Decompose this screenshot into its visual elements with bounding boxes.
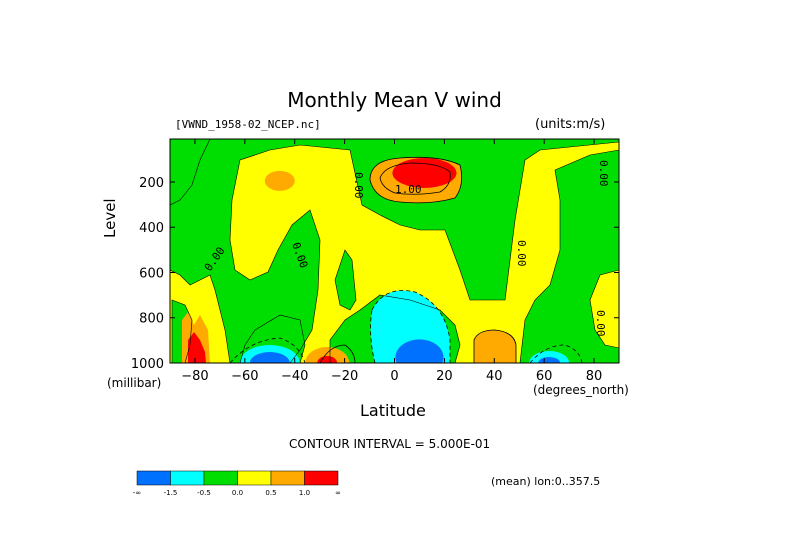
contour-lines: [170, 139, 619, 363]
zero-contour-5: [171, 299, 193, 363]
y-tick-label: 1000: [131, 357, 164, 372]
filled-contours: [170, 139, 619, 363]
field-blue-south: [249, 352, 290, 363]
x-tick-label: −60: [231, 369, 258, 384]
zero-contour-4: [329, 294, 461, 363]
x-tick-label: 80: [586, 369, 603, 384]
field-blue-north: [538, 357, 561, 363]
units-label: (units:m/s): [535, 117, 606, 132]
field-green-0: [170, 139, 619, 363]
dataset-label: [VWND_1958-02_NCEP.nc]: [175, 118, 321, 131]
mean-note: (mean) lon:0..357.5: [491, 475, 601, 488]
field-orange-low: [305, 347, 350, 363]
contour-label: 1.00: [395, 183, 422, 196]
x-tick-label: 20: [436, 369, 453, 384]
contour-interval: CONTOUR INTERVAL = 5.000E-01: [289, 437, 491, 451]
contour-line-0: [369, 156, 463, 204]
contour-line-3: [229, 337, 306, 363]
x-axis-ticks: −80 −60 −40 −20 0 20 40 60 80: [181, 139, 602, 384]
zero-contour-6: [239, 314, 306, 363]
y-tick-label: 400: [139, 221, 164, 236]
x-tick-label: −40: [281, 369, 308, 384]
contour-label: 0.00: [594, 310, 607, 337]
field-red-low: [317, 356, 338, 363]
x-axis-units: (degrees_north): [533, 383, 629, 397]
contour-line-4: [529, 344, 583, 363]
x-tick-label: 40: [486, 369, 503, 384]
y-tick-label: 200: [139, 176, 164, 191]
field-blue-tropics: [395, 339, 444, 363]
chart-title: Monthly Mean V wind: [287, 88, 502, 112]
contour-label: 0.00: [352, 172, 365, 199]
field-red-jet: [392, 157, 457, 188]
y-axis-label: Level: [101, 198, 119, 238]
field-orange-north: [474, 330, 516, 363]
x-tick-label: −20: [331, 369, 358, 384]
zero-contour-1: [170, 139, 211, 206]
contour-line-1: [379, 162, 451, 195]
y-tick-label: 600: [139, 266, 164, 281]
field-green-1: [170, 139, 210, 205]
contour-label: 0.00: [515, 240, 528, 267]
y-axis-units: (millibar): [107, 376, 162, 390]
field-orange-south: [264, 170, 295, 191]
contour-line-2: [370, 290, 451, 363]
x-tick-label: 60: [536, 369, 553, 384]
y-tick-label: 800: [139, 312, 164, 327]
y-axis-ticks: 200 400 600 800 1000: [131, 176, 619, 372]
zero-contour-3: [334, 249, 357, 311]
contour-label: 0.00: [597, 160, 610, 187]
zero-contour-0: [170, 139, 619, 363]
x-axis-label: Latitude: [360, 401, 426, 420]
x-tick-label: −80: [181, 369, 208, 384]
contour-line-6: [473, 329, 517, 363]
contour-line-5: [319, 344, 356, 363]
zero-contour-2: [519, 149, 619, 363]
field-green-2: [520, 150, 619, 363]
x-tick-label: 0: [390, 369, 398, 384]
field-red-pole: [188, 332, 206, 363]
